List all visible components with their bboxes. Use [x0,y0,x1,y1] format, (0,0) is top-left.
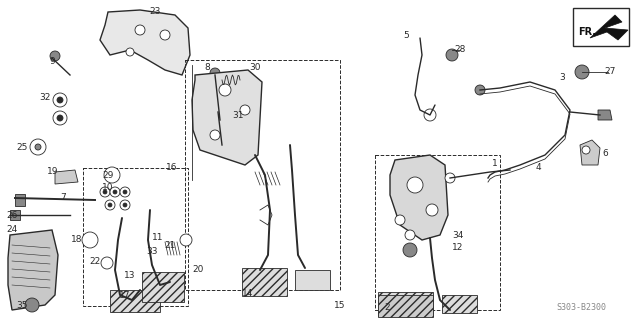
Circle shape [126,48,134,56]
Text: 12: 12 [453,244,464,252]
Text: 9: 9 [49,58,55,67]
Text: 13: 13 [124,270,135,279]
Circle shape [100,187,110,197]
Text: S303-B2300: S303-B2300 [556,303,606,313]
Text: 21: 21 [165,241,176,250]
Text: 28: 28 [454,45,466,54]
Circle shape [120,200,130,210]
Polygon shape [390,155,448,240]
Circle shape [82,232,98,248]
Circle shape [219,84,231,96]
Circle shape [25,298,39,312]
Text: 17: 17 [119,291,131,300]
Bar [110,290,160,312]
Bar [242,268,287,296]
Text: 15: 15 [334,300,346,309]
Text: 2: 2 [384,303,390,313]
Circle shape [57,97,63,103]
Text: 14: 14 [242,289,254,298]
Polygon shape [580,140,600,165]
Text: 25: 25 [16,143,28,153]
Polygon shape [55,170,78,184]
Text: 8: 8 [204,63,210,73]
Polygon shape [10,210,20,220]
Text: 22: 22 [89,258,101,267]
Text: 23: 23 [149,7,161,17]
Polygon shape [590,15,628,40]
Polygon shape [598,110,612,120]
Circle shape [53,111,67,125]
Bar [442,295,477,313]
Text: 24: 24 [6,226,18,235]
Circle shape [30,139,46,155]
Text: 32: 32 [39,93,51,102]
Circle shape [123,190,127,194]
Circle shape [426,204,438,216]
Text: 19: 19 [47,167,59,177]
Circle shape [424,109,436,121]
Circle shape [110,187,120,197]
Text: 35: 35 [16,300,28,309]
Circle shape [407,177,423,193]
Circle shape [35,144,41,150]
Text: 29: 29 [103,171,114,180]
Circle shape [210,68,220,78]
Bar [142,272,184,302]
Bar [83,168,188,306]
Text: 3: 3 [559,74,565,83]
Text: 10: 10 [103,183,114,193]
Circle shape [103,190,107,194]
Circle shape [210,130,220,140]
Circle shape [105,200,115,210]
Text: 7: 7 [60,194,66,203]
Circle shape [405,230,415,240]
Circle shape [135,25,145,35]
Circle shape [113,190,117,194]
Text: 16: 16 [166,164,178,172]
Circle shape [582,146,590,154]
Circle shape [101,257,113,269]
Circle shape [240,105,250,115]
Circle shape [180,234,192,246]
Polygon shape [192,70,262,165]
Text: 5: 5 [403,30,409,39]
Polygon shape [100,10,190,75]
Bar [185,60,340,290]
Text: 18: 18 [72,236,83,244]
Text: FR.: FR. [578,27,596,37]
Text: 33: 33 [146,247,158,257]
Bar [378,292,433,316]
Text: 31: 31 [232,110,244,119]
Text: 11: 11 [153,234,164,243]
Circle shape [575,65,589,79]
Bar [375,155,500,310]
Circle shape [123,203,127,207]
Circle shape [50,51,60,61]
Circle shape [475,85,485,95]
Text: 6: 6 [602,148,608,157]
Circle shape [395,215,405,225]
Text: 4: 4 [535,164,541,172]
Polygon shape [8,230,58,310]
Circle shape [445,173,455,183]
Circle shape [57,115,63,121]
Circle shape [160,30,170,40]
Circle shape [446,49,458,61]
Polygon shape [15,194,25,206]
Circle shape [403,243,417,257]
Bar [378,295,433,317]
Bar [295,270,330,290]
Bar [573,8,629,46]
Text: 20: 20 [192,266,204,275]
Text: 34: 34 [453,230,464,239]
Text: 1: 1 [492,158,498,167]
Circle shape [53,93,67,107]
Circle shape [120,187,130,197]
Circle shape [104,167,120,183]
Circle shape [108,203,112,207]
Text: 27: 27 [605,68,616,76]
Text: 30: 30 [249,63,261,73]
Text: 26: 26 [6,211,18,220]
